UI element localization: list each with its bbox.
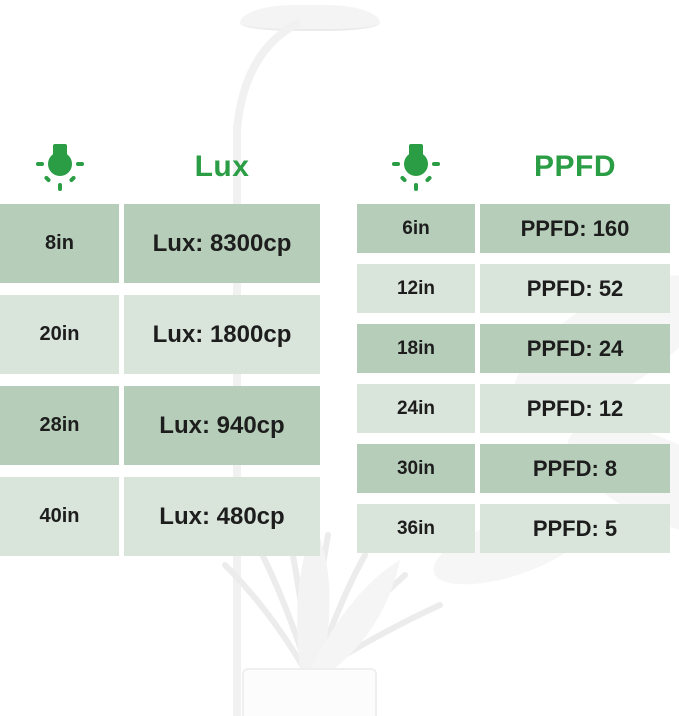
ppfd-row-distance: 12in bbox=[357, 264, 475, 313]
lux-row-distance: 40in bbox=[0, 477, 119, 556]
lightbulb-icon bbox=[0, 142, 119, 192]
ppfd-row-value: PPFD: 160 bbox=[480, 204, 670, 253]
ppfd-row-value: PPFD: 8 bbox=[480, 444, 670, 493]
lux-table: Lux 8in Lux: 8300cp 20in Lux: 1800cp 28i… bbox=[0, 130, 320, 556]
ppfd-row-distance: 18in bbox=[357, 324, 475, 373]
lightbulb-icon bbox=[357, 142, 475, 192]
lux-rows: 8in Lux: 8300cp 20in Lux: 1800cp 28in Lu… bbox=[0, 204, 320, 556]
plant-pot bbox=[242, 668, 377, 716]
ppfd-table-header: PPFD bbox=[357, 130, 670, 204]
lux-row-distance: 8in bbox=[0, 204, 119, 283]
lux-row-value: Lux: 480cp bbox=[124, 477, 320, 556]
lux-table-title: Lux bbox=[194, 150, 250, 183]
ppfd-table-title: PPFD bbox=[533, 150, 616, 183]
ppfd-table: PPFD 6in PPFD: 160 12in PPFD: 52 18in PP… bbox=[357, 130, 670, 553]
lux-row-value: Lux: 940cp bbox=[124, 386, 320, 465]
ppfd-row-distance: 24in bbox=[357, 384, 475, 433]
ppfd-row-distance: 6in bbox=[357, 204, 475, 253]
ppfd-row-value: PPFD: 52 bbox=[480, 264, 670, 313]
lamp-head-disc bbox=[240, 5, 380, 31]
lux-row-distance: 28in bbox=[0, 386, 119, 465]
ppfd-row-distance: 30in bbox=[357, 444, 475, 493]
lux-row-distance: 20in bbox=[0, 295, 119, 374]
lux-table-header: Lux bbox=[0, 130, 320, 204]
lux-row-value: Lux: 1800cp bbox=[124, 295, 320, 374]
lux-row-value: Lux: 8300cp bbox=[124, 204, 320, 283]
ppfd-row-value: PPFD: 24 bbox=[480, 324, 670, 373]
ppfd-row-distance: 36in bbox=[357, 504, 475, 553]
ppfd-row-value: PPFD: 12 bbox=[480, 384, 670, 433]
ppfd-rows: 6in PPFD: 160 12in PPFD: 52 18in PPFD: 2… bbox=[357, 204, 670, 553]
ppfd-row-value: PPFD: 5 bbox=[480, 504, 670, 553]
